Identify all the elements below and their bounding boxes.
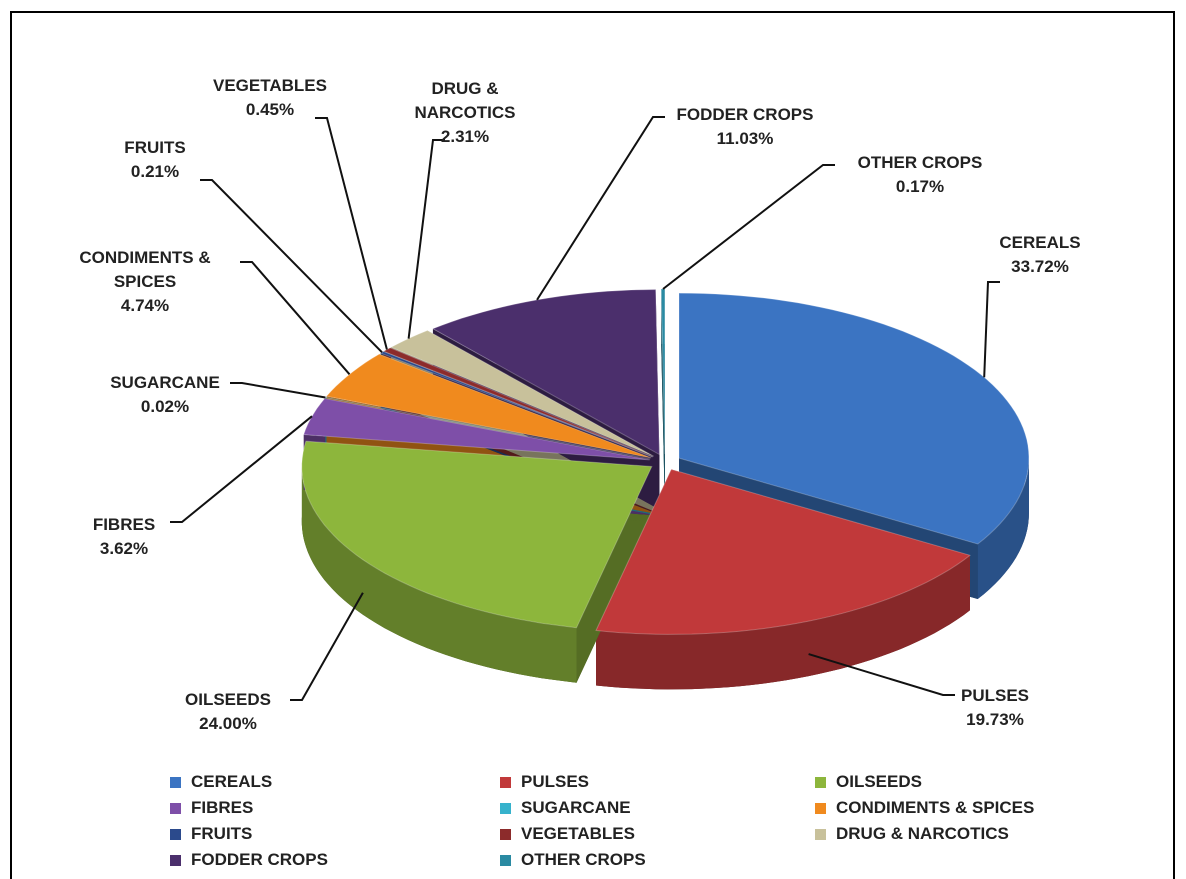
data-label-name: CEREALS [999,233,1081,252]
legend-label: CEREALS [191,772,273,791]
legend-swatch [170,854,181,866]
slice [301,440,653,629]
slice [595,468,972,635]
data-label: FRUITS 0.21% [124,136,185,184]
slice-wall [596,555,970,690]
leader-line [240,261,351,375]
legend-swatch [500,802,511,814]
legend-item: PULSES [500,772,589,792]
data-label-name: SUGARCANE [110,373,220,392]
data-label-value: 19.73% [966,710,1024,729]
leader-line [230,382,326,399]
data-label-value: 4.74% [120,296,170,315]
legend-item: SUGARCANE [500,798,631,818]
slice [660,288,666,455]
leader-line [983,281,1000,378]
legend-item: OILSEEDS [815,772,922,792]
data-label-name: FODDER CROPS [676,105,814,124]
frame [10,11,1175,879]
legend-item: DRUG & NARCOTICS [815,824,1009,844]
leader-line [315,117,388,350]
legend-label: OILSEEDS [836,772,922,791]
data-label: VEGETABLES 0.45% [213,74,327,122]
legend-item: FRUITS [170,824,252,844]
data-label-name: CONDIMENTS & SPICES [79,248,211,291]
leader-line [290,592,364,701]
data-label-value: 33.72% [1011,257,1069,276]
data-label: CONDIMENTS & SPICES 4.74% [70,246,220,318]
legend-label: PULSES [521,772,590,791]
leader-line [200,179,383,354]
slice [303,397,650,461]
legend-swatch [815,828,826,840]
data-label-value: 0.21% [130,162,180,181]
legend-swatch [170,776,181,788]
data-label: FIBRES 3.62% [93,513,155,561]
data-label: OILSEEDS 24.00% [185,688,271,736]
leader-line [536,116,665,301]
slice-wall [301,466,577,683]
slice-cut [661,289,665,509]
legend-swatch [170,802,181,814]
legend-item: CEREALS [170,772,272,792]
data-label-value: 2.31% [440,127,490,146]
leader-line [808,653,955,696]
legend-label: VEGETABLES [521,824,635,843]
legend-swatch [500,828,511,840]
slice [678,292,1030,545]
legend-item: FIBRES [170,798,253,818]
legend-label: OTHER CROPS [521,850,646,869]
data-label: PULSES 19.73% [961,684,1029,732]
data-label-name: OTHER CROPS [857,153,983,172]
legend-label: FRUITS [191,824,253,843]
slice-tops [301,288,1030,635]
legend-item: FODDER CROPS [170,850,328,870]
data-label-name: DRUG & NARCOTICS [414,79,516,122]
leader-line [662,164,835,290]
legend-swatch [500,854,511,866]
legend-item: VEGETABLES [500,824,635,844]
legend-item: OTHER CROPS [500,850,646,870]
data-label-value: 24.00% [199,714,257,733]
data-label-name: PULSES [960,686,1030,705]
data-label: SUGARCANE 0.02% [110,371,220,419]
data-label-name: FRUITS [124,138,186,157]
legend-swatch [815,802,826,814]
data-label-value: 0.45% [245,100,295,119]
data-label: FODDER CROPS 11.03% [677,103,814,151]
data-label-name: OILSEEDS [185,690,271,709]
legend-item: CONDIMENTS & SPICES [815,798,1034,818]
data-label: DRUG & NARCOTICS 2.31% [390,77,540,149]
data-label: CEREALS 33.72% [999,231,1080,279]
data-label-value: 0.17% [895,177,945,196]
legend-label: CONDIMENTS & SPICES [836,798,1035,817]
legend-label: FIBRES [191,798,254,817]
legend-swatch [500,776,511,788]
legend-swatch [815,776,826,788]
slice [325,353,652,459]
leader-line [170,415,313,523]
data-label-name: FIBRES [92,515,156,534]
legend-label: DRUG & NARCOTICS [836,824,1009,843]
leader-line [407,139,445,339]
legend-label: SUGARCANE [521,798,631,817]
legend-label: FODDER CROPS [191,850,328,869]
data-label: OTHER CROPS 0.17% [858,151,983,199]
data-label-value: 11.03% [716,129,774,148]
legend-swatch [170,828,181,840]
data-label-name: VEGETABLES [213,76,327,95]
slice-wall [977,458,1029,599]
slice-cut [576,466,652,683]
data-label-value: 0.02% [140,397,190,416]
data-label-value: 3.62% [99,539,149,558]
